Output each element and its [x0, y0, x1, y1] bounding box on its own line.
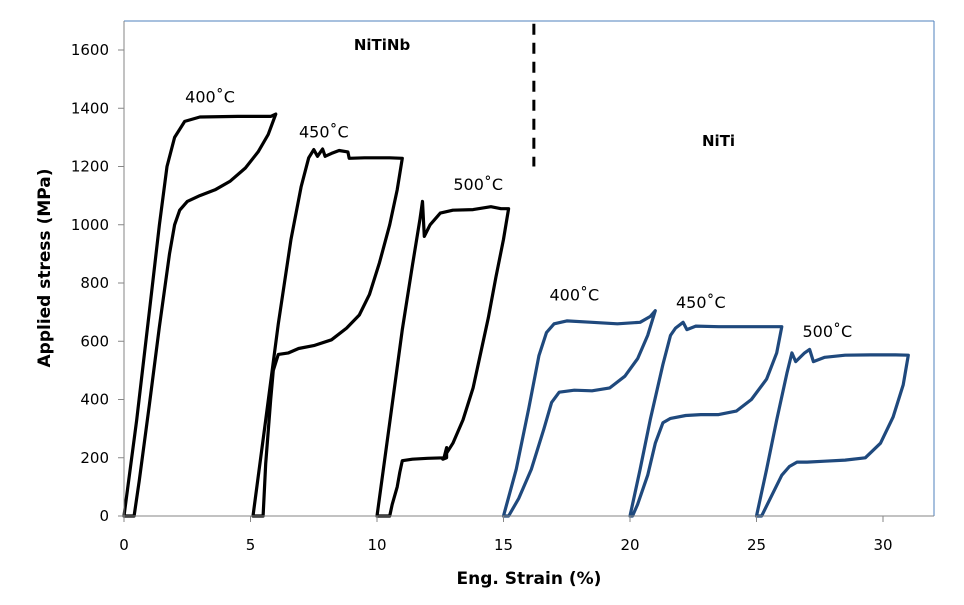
y-tick-label: 1000	[71, 216, 109, 234]
series-line	[628, 320, 784, 518]
series-line	[501, 309, 657, 518]
temperature-label: 500˚C	[802, 322, 852, 341]
y-axis-title: Applied stress (MPa)	[35, 168, 55, 367]
x-tick-label: 25	[747, 536, 766, 554]
x-tick-label: 5	[246, 536, 256, 554]
x-tick-label: 20	[620, 536, 639, 554]
y-tick-label: 1600	[71, 41, 109, 59]
y-tick-label: 400	[80, 391, 109, 409]
x-axis-title: Eng. Strain (%)	[457, 569, 602, 589]
y-tick-label: 200	[80, 449, 109, 467]
temperature-label: 400˚C	[185, 87, 235, 106]
x-tick-label: 15	[494, 536, 513, 554]
x-tick-label: 10	[367, 536, 386, 554]
y-tick-label: 600	[80, 332, 109, 350]
series-line	[122, 112, 278, 518]
material-label: NiTiNb	[354, 36, 411, 54]
series-line	[251, 147, 404, 518]
temperature-label: 450˚C	[676, 293, 726, 312]
series-line	[375, 199, 511, 518]
material-label: NiTi	[702, 132, 735, 150]
temperature-label: 450˚C	[299, 122, 349, 141]
temperature-label: 500˚C	[453, 175, 503, 194]
y-tick-label: 0	[99, 507, 109, 525]
y-tick-label: 1200	[71, 158, 109, 176]
series-line	[754, 347, 910, 518]
x-tick-label: 30	[873, 536, 892, 554]
x-tick-label: 0	[119, 536, 129, 554]
temperature-label: 400˚C	[549, 285, 599, 304]
y-tick-label: 800	[80, 274, 109, 292]
y-tick-label: 1400	[71, 99, 109, 117]
